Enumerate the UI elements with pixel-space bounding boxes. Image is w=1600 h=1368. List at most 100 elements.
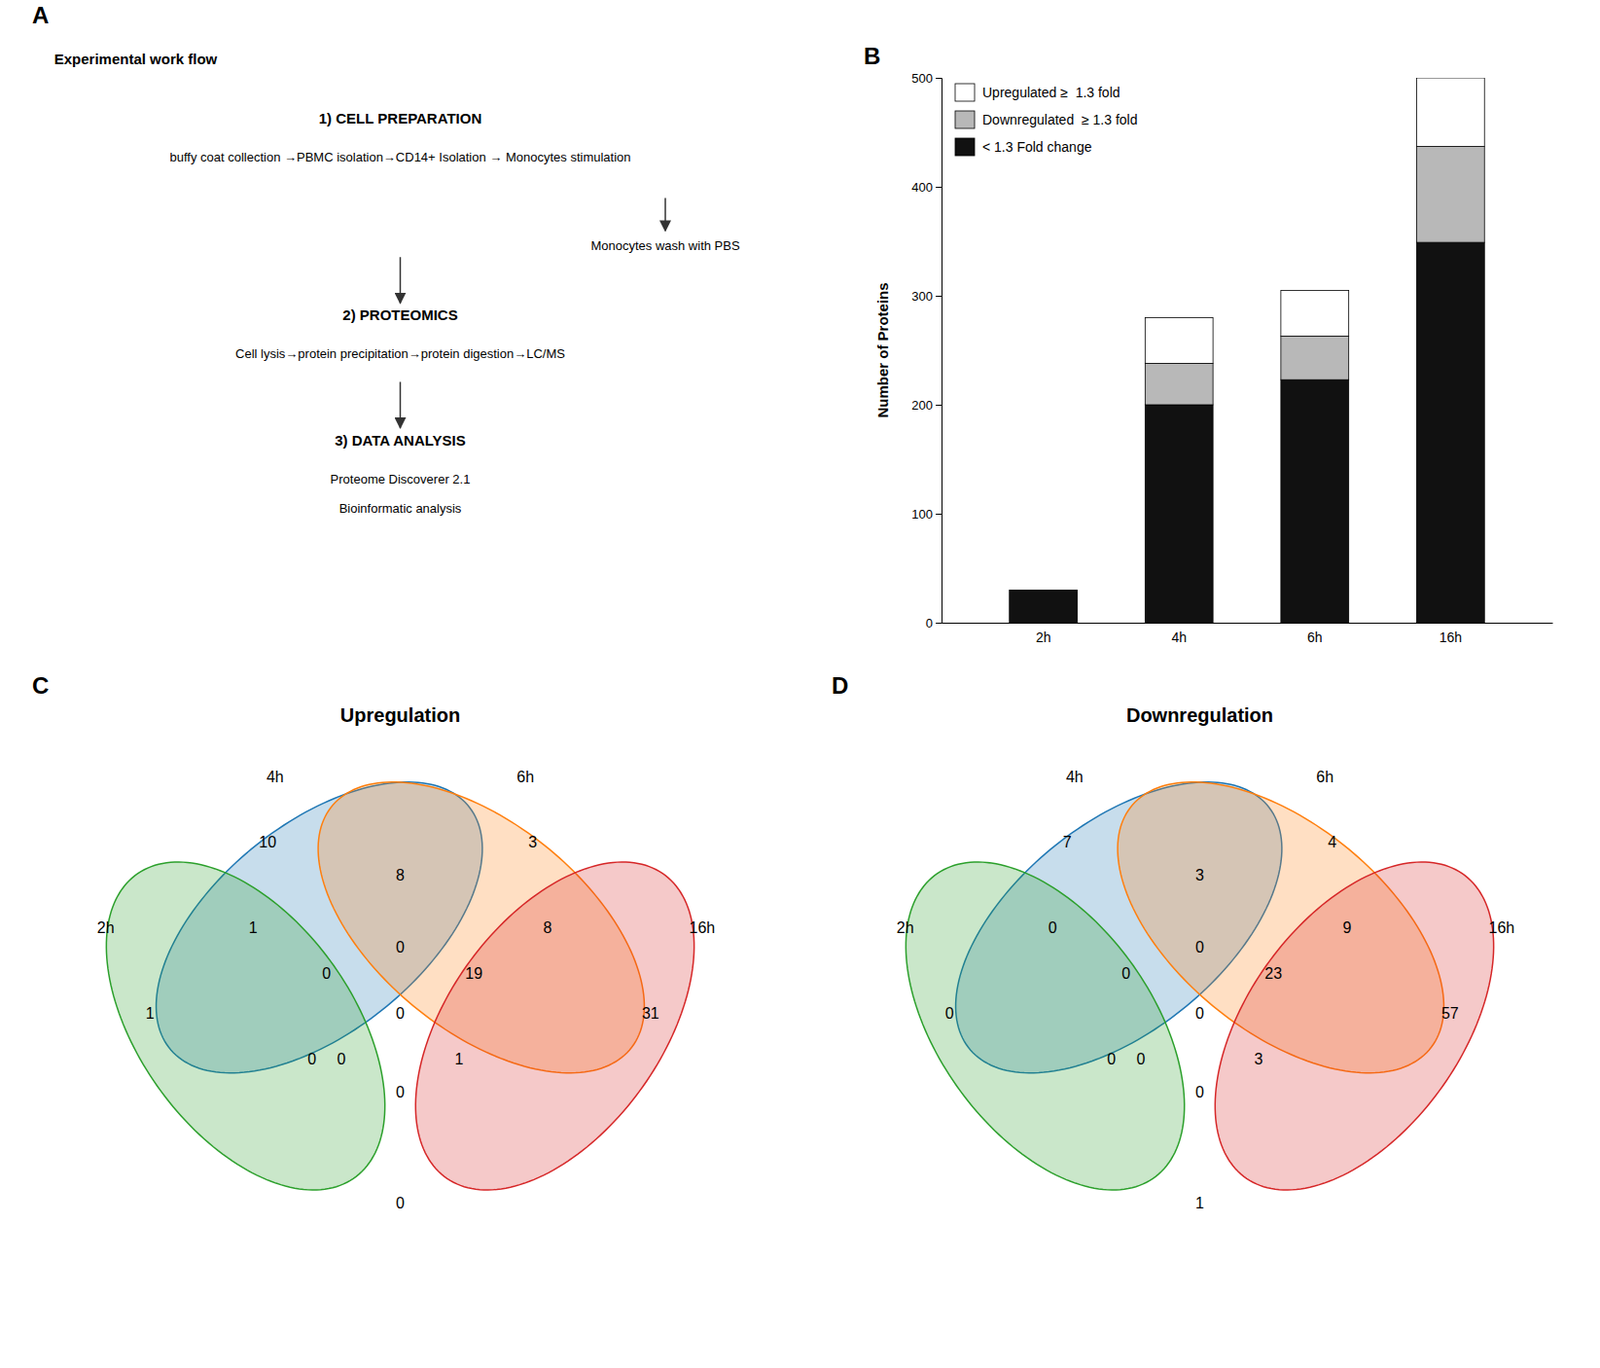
venn-count: 0 xyxy=(395,938,405,956)
venn-set-label: 16h xyxy=(689,919,716,936)
legend-item: Upregulated ≥ 1.3 fold xyxy=(955,83,1121,102)
tick-mark xyxy=(935,77,942,79)
venn-counts: 743090572300003001 xyxy=(945,833,1459,1211)
panel-label: B xyxy=(863,42,881,70)
venn-count: 0 xyxy=(395,1004,405,1022)
venn-count: 1 xyxy=(248,919,258,936)
tick-label: 400 xyxy=(911,179,933,195)
venn-count: 8 xyxy=(542,919,552,936)
venn-title: Downregulation xyxy=(1126,704,1274,726)
bar-segment xyxy=(1416,77,1485,147)
workflow-text: Bioinformatic analysis xyxy=(339,500,463,516)
venn-count: 1 xyxy=(455,1050,464,1067)
venn-count: 1 xyxy=(1195,1194,1205,1211)
tick-label: 4h xyxy=(1171,629,1187,645)
tick-label: 16h xyxy=(1439,629,1462,645)
venn-count: 19 xyxy=(464,964,483,982)
y-tick: 0 xyxy=(925,615,942,631)
venn-count: 9 xyxy=(1342,919,1352,936)
venn-set-label: 4h xyxy=(1066,768,1084,785)
tick-mark xyxy=(935,622,942,624)
workflow-title: Experimental work flow xyxy=(54,50,218,68)
bar-segment xyxy=(1416,242,1485,623)
venn-sets xyxy=(905,782,1494,1190)
workflow-text: Cell lysis→protein precipitation→protein… xyxy=(235,346,566,361)
y-tick: 400 xyxy=(911,179,942,195)
venn-count: 7 xyxy=(1063,833,1072,851)
panel-label: D xyxy=(831,672,849,699)
bar-segment xyxy=(1416,146,1485,244)
tick-label: 6h xyxy=(1307,629,1323,645)
workflow-text: Monocytes wash with PBS xyxy=(590,238,741,253)
venn-count: 0 xyxy=(321,964,331,982)
tick-label: 300 xyxy=(911,288,933,304)
venn-set-label: 2h xyxy=(97,919,115,936)
workflow-arrow xyxy=(399,256,402,303)
venn-count: 8 xyxy=(395,866,405,884)
workflow-step: 3) DATA ANALYSIS xyxy=(334,431,465,449)
tick-label: 100 xyxy=(911,506,933,522)
legend-swatch xyxy=(955,138,975,156)
venn-count: 1 xyxy=(145,1004,155,1022)
workflow-text: Proteome Discoverer 2.1 xyxy=(330,471,471,487)
bar-segment xyxy=(1009,589,1078,623)
legend-label: Upregulated ≥ 1.3 fold xyxy=(982,84,1121,101)
figure: AExperimental work flow1) CELL PREPARATI… xyxy=(0,0,1600,1368)
venn-set-label: 2h xyxy=(896,919,915,936)
venn-count: 0 xyxy=(1136,1050,1145,1067)
workflow-panel: AExperimental work flow1) CELL PREPARATI… xyxy=(32,1,741,516)
panel-label: C xyxy=(32,672,49,699)
bar-series xyxy=(1144,146,1485,405)
venn-count: 0 xyxy=(1195,1083,1205,1101)
venn-count: 0 xyxy=(1048,919,1058,936)
x-tick: 16h xyxy=(1439,629,1462,645)
bar-segment xyxy=(1144,317,1213,363)
tick-label: 2h xyxy=(1035,629,1052,645)
venn-count: 23 xyxy=(1264,964,1282,982)
venn-counts: 1038181311900001000 xyxy=(145,833,660,1211)
y-tick: 300 xyxy=(911,288,942,304)
venn-set xyxy=(905,861,1184,1190)
legend-swatch xyxy=(955,83,975,102)
tick-mark xyxy=(935,404,942,406)
venn-count: 3 xyxy=(1254,1050,1264,1067)
legend-swatch xyxy=(955,110,975,129)
x-tick: 6h xyxy=(1307,629,1323,645)
venn-set-label: 16h xyxy=(1489,919,1516,936)
bar-series xyxy=(1144,77,1485,363)
venn-count: 0 xyxy=(395,1194,405,1211)
venn-count: 0 xyxy=(395,1083,405,1101)
workflow-arrow xyxy=(399,382,402,428)
legend-item: < 1.3 Fold change xyxy=(955,138,1093,156)
axis-line xyxy=(935,78,943,624)
venn-count: 0 xyxy=(336,1050,346,1067)
bar-segment xyxy=(1280,335,1350,380)
legend-label: < 1.3 Fold change xyxy=(982,139,1093,155)
venn-sets xyxy=(106,782,694,1190)
workflow-step: 2) PROTEOMICS xyxy=(342,306,458,323)
venn-count: 31 xyxy=(641,1004,660,1022)
bar-panel: B01002003004005002h4h6h16hNumber of Prot… xyxy=(863,42,1554,645)
bar-segment xyxy=(1144,362,1213,405)
bars xyxy=(1009,77,1485,623)
workflow-step: 1) CELL PREPARATION xyxy=(319,109,483,127)
bar-segment xyxy=(1009,589,1078,591)
bar-series xyxy=(1009,242,1485,623)
venn-panel: DDownregulation4h6h2h16h7430905723000030… xyxy=(831,672,1515,1211)
legend-item: Downregulated ≥ 1.3 fold xyxy=(955,110,1138,129)
legend-label: Downregulated ≥ 1.3 fold xyxy=(982,111,1138,128)
bar-segment xyxy=(1144,404,1213,623)
tick-label: 500 xyxy=(911,71,933,86)
venn-title: Upregulation xyxy=(340,704,461,726)
venn-count: 0 xyxy=(1106,1050,1116,1067)
x-axis: 2h 4h 6h 16h xyxy=(942,623,1554,645)
tick-mark xyxy=(935,186,942,188)
venn-count: 57 xyxy=(1441,1004,1459,1022)
y-tick: 200 xyxy=(911,397,942,413)
bar-segment xyxy=(1280,379,1350,623)
venn-count: 0 xyxy=(1195,1004,1205,1022)
workflow-arrow xyxy=(664,198,667,232)
tick-mark xyxy=(935,295,942,297)
y-axis: 0 100 200 300 400 500 xyxy=(911,71,942,631)
bar-segment xyxy=(1009,589,1078,591)
